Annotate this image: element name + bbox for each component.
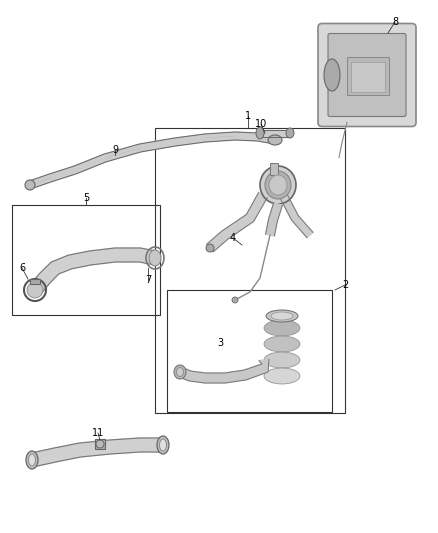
Ellipse shape [324, 59, 340, 91]
Ellipse shape [174, 365, 186, 379]
Ellipse shape [264, 352, 300, 368]
Text: 2: 2 [342, 280, 348, 290]
Text: 11: 11 [92, 428, 104, 438]
Bar [351, 62, 385, 92]
Polygon shape [265, 203, 283, 236]
Text: 1: 1 [245, 111, 251, 121]
Ellipse shape [157, 436, 169, 454]
Ellipse shape [264, 336, 300, 352]
Ellipse shape [269, 175, 287, 195]
Ellipse shape [28, 454, 35, 466]
Bar [12, 205, 160, 315]
Ellipse shape [264, 368, 300, 384]
Bar [347, 57, 389, 95]
Ellipse shape [268, 135, 282, 145]
Ellipse shape [177, 367, 184, 376]
Ellipse shape [265, 171, 291, 199]
Bar [167, 290, 332, 412]
Ellipse shape [271, 312, 293, 320]
Text: 5: 5 [83, 193, 89, 203]
Ellipse shape [264, 320, 300, 336]
Circle shape [25, 180, 35, 190]
Bar [30, 279, 40, 284]
Polygon shape [30, 248, 156, 294]
Polygon shape [28, 132, 276, 189]
Bar [155, 128, 345, 413]
Polygon shape [279, 193, 313, 238]
Ellipse shape [159, 439, 166, 451]
Polygon shape [260, 130, 290, 136]
Text: 3: 3 [217, 338, 223, 348]
Text: 4: 4 [230, 233, 236, 243]
Text: 6: 6 [19, 263, 25, 273]
Text: 10: 10 [255, 119, 267, 129]
Ellipse shape [260, 166, 296, 204]
Polygon shape [207, 192, 267, 252]
Ellipse shape [256, 127, 264, 139]
FancyBboxPatch shape [328, 34, 406, 117]
Ellipse shape [26, 451, 38, 469]
Circle shape [27, 282, 43, 298]
Bar [270, 163, 278, 175]
Circle shape [206, 244, 214, 252]
Text: 8: 8 [392, 17, 398, 27]
Bar [95, 439, 105, 449]
Ellipse shape [149, 250, 161, 266]
Circle shape [96, 440, 104, 448]
Circle shape [232, 297, 238, 303]
FancyBboxPatch shape [318, 23, 416, 126]
Text: 7: 7 [145, 275, 151, 285]
Polygon shape [31, 438, 163, 467]
Ellipse shape [266, 310, 298, 322]
Polygon shape [178, 359, 269, 383]
Text: 9: 9 [112, 145, 118, 155]
Ellipse shape [286, 128, 294, 138]
